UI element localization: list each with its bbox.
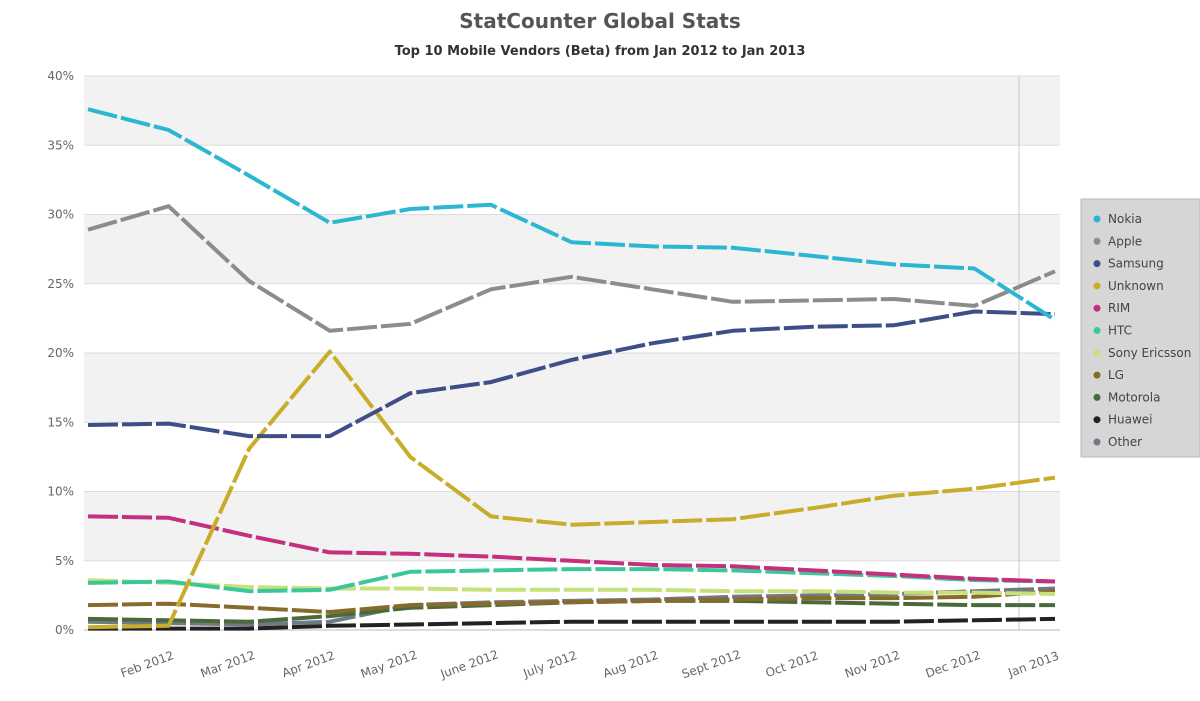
x-tick-label: Jan 2013 bbox=[1005, 649, 1060, 681]
y-tick-label: 35% bbox=[47, 138, 74, 152]
y-tick-label: 30% bbox=[47, 208, 74, 222]
plot-bands bbox=[84, 76, 1060, 561]
legend-item[interactable]: Apple bbox=[1108, 234, 1142, 248]
legend-box bbox=[1080, 198, 1200, 458]
legend-marker bbox=[1093, 237, 1101, 245]
legend-item[interactable]: Motorola bbox=[1108, 390, 1160, 404]
chart-title: StatCounter Global Stats bbox=[459, 9, 740, 33]
legend-marker bbox=[1093, 327, 1101, 334]
x-tick-label: Sept 2012 bbox=[680, 647, 743, 681]
legend-item[interactable]: Samsung bbox=[1108, 257, 1164, 271]
y-tick-label: 40% bbox=[47, 69, 74, 83]
plot-band bbox=[84, 214, 1060, 284]
y-axis: 0% 5% 10% 15% 20% 25% 30% 35% 40% bbox=[47, 69, 74, 637]
legend-marker bbox=[1093, 260, 1101, 268]
series-line bbox=[87, 309, 1056, 439]
plot-band bbox=[84, 353, 1060, 423]
legend-item[interactable]: LG bbox=[1108, 368, 1124, 382]
y-tick-label: 25% bbox=[47, 277, 74, 291]
legend-item[interactable]: Other bbox=[1108, 435, 1142, 449]
x-tick-label: Mar 2012 bbox=[199, 648, 257, 681]
series-line bbox=[87, 578, 1056, 596]
x-tick-label: Nov 2012 bbox=[843, 648, 902, 681]
legend-item[interactable]: RIM bbox=[1108, 301, 1130, 315]
legend[interactable]: Nokia Apple Samsung Unknown RIM HTC Sony Erics… bbox=[1080, 198, 1200, 458]
legend-marker bbox=[1093, 215, 1101, 223]
y-tick-label: 0% bbox=[55, 623, 74, 637]
legend-marker bbox=[1093, 371, 1101, 379]
y-tick-label: 5% bbox=[55, 554, 74, 568]
series-line bbox=[87, 204, 1056, 333]
chart-subtitle: Top 10 Mobile Vendors (Beta) from Jan 20… bbox=[395, 44, 806, 59]
legend-marker bbox=[1093, 438, 1101, 446]
plot-band bbox=[84, 76, 1060, 146]
legend-marker bbox=[1093, 349, 1101, 357]
legend-marker bbox=[1093, 393, 1101, 401]
legend-item[interactable]: Sony Ericsson bbox=[1108, 346, 1191, 360]
x-tick-label: Apr 2012 bbox=[280, 648, 337, 680]
x-tick-label: May 2012 bbox=[359, 648, 419, 681]
legend-item[interactable]: Nokia bbox=[1108, 212, 1142, 226]
legend-item[interactable]: Unknown bbox=[1108, 279, 1164, 293]
series-line bbox=[87, 514, 1056, 584]
x-axis: Feb 2012 Mar 2012 Apr 2012 May 2012 June 201… bbox=[119, 647, 1061, 681]
legend-item[interactable]: HTC bbox=[1108, 324, 1132, 338]
x-tick-label: July 2012 bbox=[521, 648, 579, 681]
y-tick-label: 10% bbox=[47, 485, 74, 499]
x-tick-label: Aug 2012 bbox=[601, 648, 660, 681]
y-tick-label: 20% bbox=[47, 346, 74, 360]
series-line bbox=[87, 107, 1057, 322]
series-line bbox=[87, 589, 1056, 614]
y-tick-label: 15% bbox=[47, 415, 74, 429]
series-lines bbox=[87, 107, 1057, 631]
x-tick-label: Dec 2012 bbox=[924, 648, 983, 681]
legend-item[interactable]: Huawei bbox=[1108, 413, 1153, 427]
series-line bbox=[87, 349, 1056, 630]
series-line bbox=[88, 616, 1056, 631]
legend-marker bbox=[1093, 282, 1101, 290]
legend-marker bbox=[1093, 304, 1101, 312]
legend-marker bbox=[1093, 416, 1101, 424]
x-tick-label: June 2012 bbox=[438, 647, 501, 681]
x-tick-label: Feb 2012 bbox=[119, 648, 176, 680]
x-tick-label: Oct 2012 bbox=[764, 648, 821, 680]
